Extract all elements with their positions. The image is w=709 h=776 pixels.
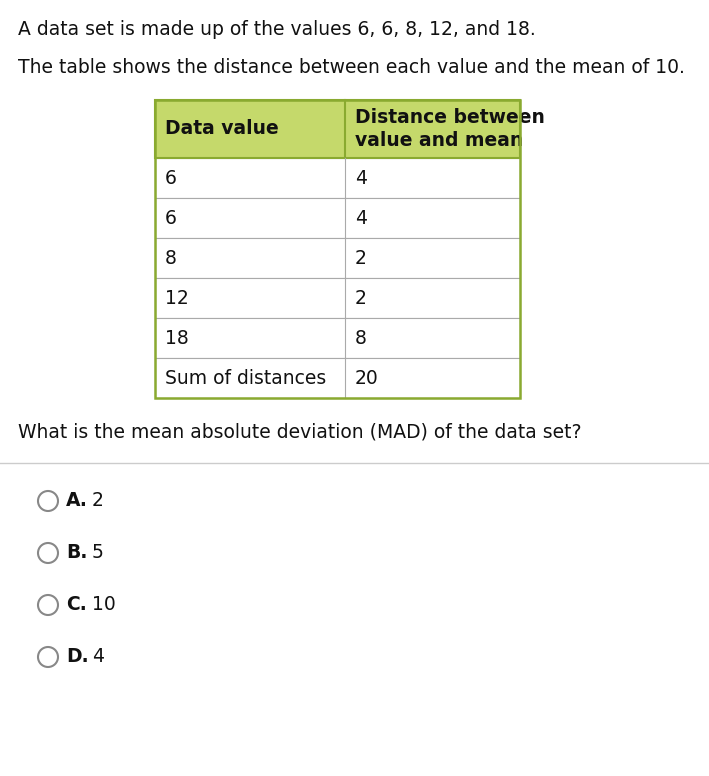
- FancyBboxPatch shape: [155, 158, 520, 198]
- FancyBboxPatch shape: [155, 198, 520, 238]
- Text: 6: 6: [165, 168, 177, 188]
- Text: Data value: Data value: [165, 120, 279, 138]
- Text: 8: 8: [165, 248, 177, 268]
- FancyBboxPatch shape: [155, 318, 520, 358]
- Text: C.: C.: [66, 595, 86, 615]
- Text: 6: 6: [165, 209, 177, 227]
- Text: 10: 10: [92, 595, 116, 615]
- Text: The table shows the distance between each value and the mean of 10.: The table shows the distance between eac…: [18, 58, 685, 77]
- Text: 2: 2: [355, 289, 367, 307]
- Text: 20: 20: [355, 369, 379, 387]
- Text: B.: B.: [66, 543, 87, 563]
- Text: 2: 2: [92, 491, 104, 511]
- Text: 4: 4: [355, 168, 367, 188]
- FancyBboxPatch shape: [155, 278, 520, 318]
- Text: 12: 12: [165, 289, 189, 307]
- FancyBboxPatch shape: [155, 238, 520, 278]
- Text: Distance between
value and mean: Distance between value and mean: [355, 108, 545, 151]
- FancyBboxPatch shape: [155, 100, 520, 158]
- Text: A.: A.: [66, 491, 88, 511]
- Text: 4: 4: [355, 209, 367, 227]
- Text: 8: 8: [355, 328, 367, 348]
- Text: 5: 5: [92, 543, 104, 563]
- Text: 4: 4: [92, 647, 104, 667]
- FancyBboxPatch shape: [155, 358, 520, 398]
- Text: A data set is made up of the values 6, 6, 8, 12, and 18.: A data set is made up of the values 6, 6…: [18, 20, 536, 39]
- Text: What is the mean absolute deviation (MAD) of the data set?: What is the mean absolute deviation (MAD…: [18, 423, 581, 442]
- Text: 18: 18: [165, 328, 189, 348]
- Text: Sum of distances: Sum of distances: [165, 369, 326, 387]
- Text: 2: 2: [355, 248, 367, 268]
- Text: D.: D.: [66, 647, 89, 667]
